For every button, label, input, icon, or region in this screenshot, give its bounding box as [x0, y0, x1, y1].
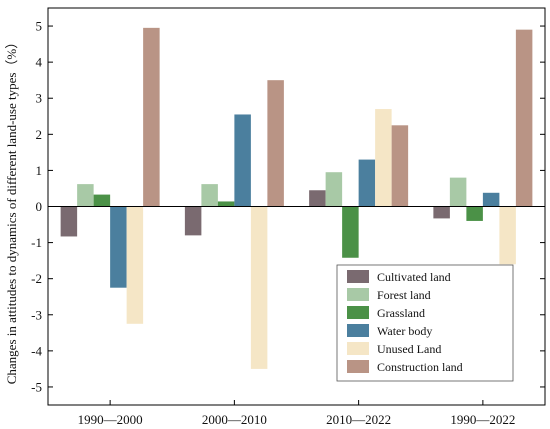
y-tick-label: 3 — [36, 91, 43, 106]
legend-label-cultivated-land: Cultivated land — [377, 270, 451, 284]
legend-swatch-forest-land — [347, 288, 369, 301]
legend-swatch-grassland — [347, 306, 369, 319]
bar-construction-land-1990-2000 — [143, 27, 160, 207]
bar-grassland-2000-2010 — [217, 201, 235, 207]
legend: Cultivated land Forest land Grassland Water… — [336, 264, 514, 382]
bar-water-body-2010-2022 — [358, 159, 376, 207]
y-tick-label: -2 — [31, 271, 42, 286]
bar-cultivated-land-1990-2000 — [60, 206, 78, 237]
x-tick-label: 1990—2000 — [78, 412, 143, 427]
bar-unused-land-2010-2022 — [375, 109, 392, 207]
x-tick-label: 1990—2022 — [450, 412, 515, 427]
bar-forest-land-2000-2010 — [201, 184, 218, 207]
legend-swatch-cultivated-land — [347, 270, 369, 283]
x-tick-label: 2010—2022 — [326, 412, 391, 427]
bar-grassland-1990-2022 — [466, 206, 483, 221]
y-tick-label: 0 — [36, 199, 43, 214]
y-tick-label: 2 — [36, 127, 43, 142]
y-axis: -5 -4 -3 -2 -1 0 1 2 3 4 5 — [31, 19, 545, 394]
bar-unused-land-2000-2010 — [250, 206, 268, 369]
legend-swatch-water-body — [347, 324, 369, 337]
legend-swatch-construction-land — [347, 360, 369, 373]
bar-forest-land-2010-2022 — [325, 172, 343, 207]
bar-water-body-1990-2022 — [482, 192, 500, 207]
bar-grassland-1990-2000 — [93, 194, 111, 207]
y-axis-title: Changes in attitudes to dynamics of diff… — [4, 36, 19, 385]
bar-cultivated-land-1990-2022 — [433, 206, 450, 219]
legend-label-construction-land: Construction land — [377, 360, 463, 374]
y-tick-label: 4 — [36, 55, 43, 70]
bar-construction-land-2010-2022 — [391, 125, 409, 207]
y-tick-label: -1 — [31, 235, 42, 250]
x-tick-label: 2000—2010 — [202, 412, 267, 427]
bar-water-body-1990-2000 — [110, 206, 127, 288]
bar-cultivated-land-2000-2010 — [184, 206, 202, 236]
bars-group — [60, 27, 533, 369]
y-tick-label: -5 — [31, 379, 42, 394]
legend-label-forest-land: Forest land — [377, 288, 431, 302]
legend-swatch-unused-land — [347, 342, 369, 355]
legend-label-grassland: Grassland — [377, 306, 425, 320]
y-tick-label: 5 — [36, 19, 43, 34]
legend-label-water-body: Water body — [377, 324, 432, 338]
bar-forest-land-1990-2000 — [77, 184, 94, 207]
x-axis: 1990—2000 2000—2010 2010—2022 1990—2022 — [78, 400, 515, 427]
bar-cultivated-land-2010-2022 — [309, 190, 326, 207]
bar-forest-land-1990-2022 — [449, 177, 467, 207]
y-tick-label: -3 — [31, 307, 42, 322]
y-tick-label: 1 — [36, 163, 43, 178]
y-tick-label: -4 — [31, 343, 42, 358]
legend-label-unused-land: Unused Land — [377, 342, 441, 356]
bar-water-body-2000-2010 — [234, 114, 251, 207]
bar-unused-land-1990-2000 — [126, 206, 144, 324]
bar-construction-land-1990-2022 — [515, 29, 533, 207]
bar-construction-land-2000-2010 — [267, 80, 284, 207]
bar-grassland-2010-2022 — [342, 206, 359, 258]
bar-unused-land-1990-2022 — [499, 206, 516, 265]
